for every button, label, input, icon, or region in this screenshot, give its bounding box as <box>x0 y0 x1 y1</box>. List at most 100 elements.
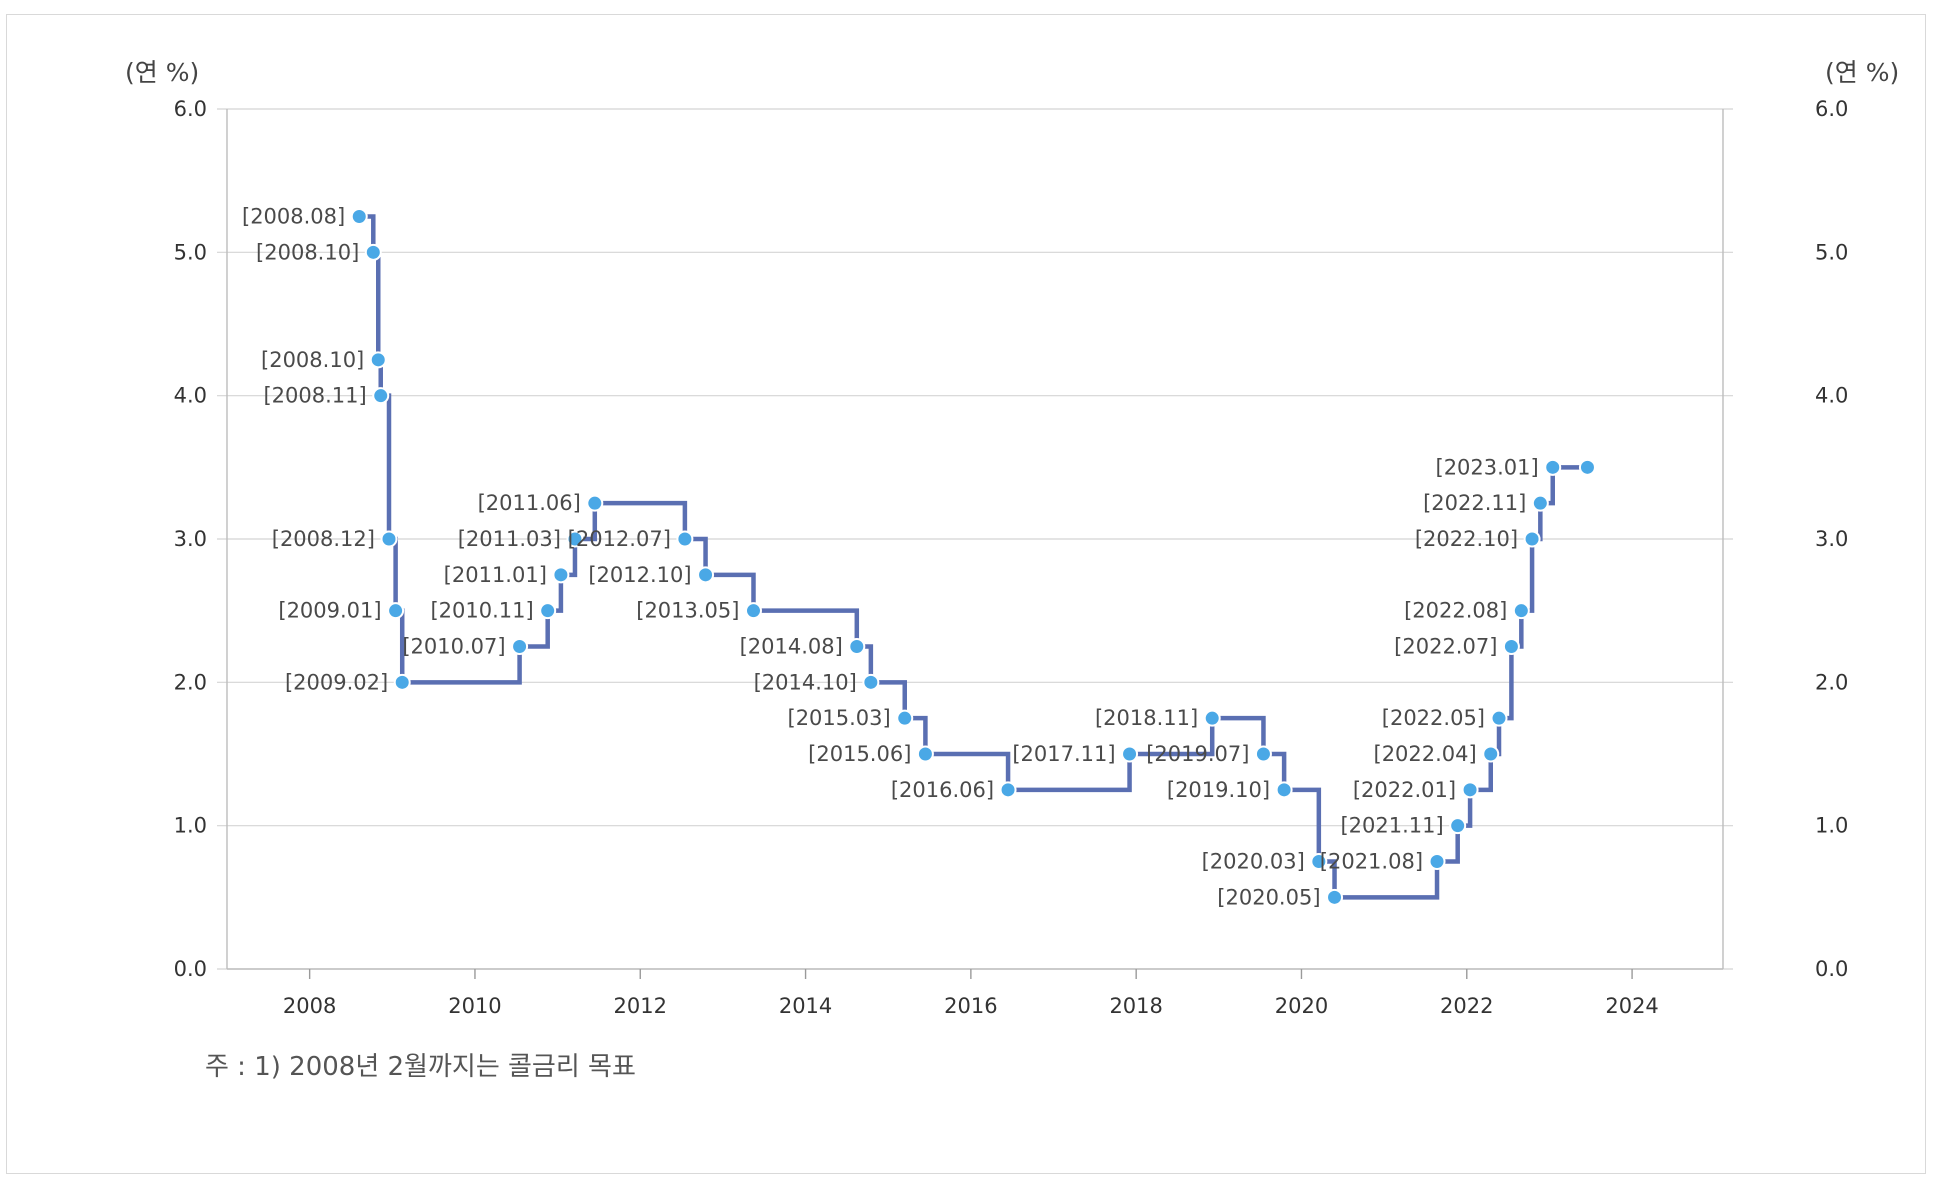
data-point-label: [2014.08] <box>740 635 843 659</box>
data-point-label: [2017.11] <box>1012 742 1115 766</box>
y-tick-label-left: 5.0 <box>174 240 207 264</box>
data-point-label: [2010.11] <box>430 599 533 623</box>
y-tick-label-left: 4.0 <box>174 384 207 408</box>
x-tick-label: 2008 <box>283 994 336 1018</box>
data-point-label: [2023.01] <box>1436 455 1539 479</box>
data-point-marker <box>387 602 405 620</box>
data-point-marker <box>916 745 934 763</box>
y-tick-label-left: 6.0 <box>174 97 207 121</box>
data-point-label: [2014.10] <box>754 670 857 694</box>
data-point-marker <box>1275 781 1293 799</box>
y-tick-label-right: 2.0 <box>1815 670 1848 694</box>
data-point-marker <box>862 673 880 691</box>
policy-rate-step-chart: 0.0 0.0 1.0 1.0 2.0 2.0 3.0 3.0 4.0 4.0 5.0 5.0 6.0 6… <box>125 58 1899 1082</box>
data-point-marker <box>1544 458 1562 476</box>
y-tick-label-left: 2.0 <box>174 670 207 694</box>
data-point-label: [2020.05] <box>1217 885 1320 909</box>
data-point-label: [2021.11] <box>1340 814 1443 838</box>
data-point-label: [2018.11] <box>1095 706 1198 730</box>
data-point-label: [2012.10] <box>588 563 691 587</box>
y-tick-label-right: 3.0 <box>1815 527 1848 551</box>
data-point-marker <box>586 494 604 512</box>
data-point-marker <box>380 530 398 548</box>
data-point-label: [2013.05] <box>636 599 739 623</box>
data-point-marker <box>350 208 368 225</box>
right-unit-label: (연 %) <box>1825 58 1899 87</box>
x-tick-label: 2010 <box>448 994 501 1018</box>
data-point-label: [2022.01] <box>1353 778 1456 802</box>
data-point-marker <box>848 638 866 655</box>
y-tick-label-left: 3.0 <box>174 527 207 551</box>
x-tick-label: 2022 <box>1440 994 1493 1018</box>
data-point-label: [2016.06] <box>891 778 994 802</box>
data-point-label: [2015.03] <box>788 706 891 730</box>
data-point-marker <box>1490 709 1508 727</box>
data-point-label: [2011.06] <box>478 491 581 515</box>
data-point-label: [2011.01] <box>444 563 547 587</box>
x-tick-label: 2016 <box>944 994 997 1018</box>
data-point-label: [2008.12] <box>272 527 375 551</box>
data-point-label: [2012.07] <box>568 527 671 551</box>
data-point-marker <box>744 602 762 620</box>
chart-frame: 0.0 0.0 1.0 1.0 2.0 2.0 3.0 3.0 4.0 4.0 5.0 5.0 6.0 6… <box>6 14 1926 1174</box>
data-point-label: [2019.10] <box>1167 778 1270 802</box>
axis-layer: 0.0 0.0 1.0 1.0 2.0 2.0 3.0 3.0 4.0 4.0 5.0 5.0 6.0 6… <box>174 97 1849 1018</box>
data-point-label: [2019.07] <box>1146 742 1249 766</box>
data-point-marker <box>1502 638 1520 655</box>
y-tick-label-right: 0.0 <box>1815 957 1848 981</box>
data-point-label: [2022.10] <box>1415 527 1518 551</box>
data-point-label: [2022.11] <box>1423 491 1526 515</box>
y-tick-label-right: 1.0 <box>1815 814 1848 838</box>
data-point-label: [2022.07] <box>1394 635 1497 659</box>
data-point-marker <box>393 673 411 691</box>
data-point-marker <box>552 566 570 584</box>
x-tick-label: 2018 <box>1109 994 1162 1018</box>
data-point-label: [2010.07] <box>402 635 505 659</box>
data-point-marker <box>539 602 557 620</box>
y-tick-label-left: 0.0 <box>174 957 207 981</box>
data-point-label: [2015.06] <box>808 742 911 766</box>
data-label-layer: [2008.08] [2008.10] [2008.10] [2008.11] [200… <box>242 205 1539 910</box>
data-point-marker <box>369 351 387 369</box>
policy-rate-step-line <box>359 214 1588 900</box>
data-point-marker <box>1531 494 1549 512</box>
data-point-marker <box>566 530 584 548</box>
data-point-label: [2020.03] <box>1202 850 1305 874</box>
data-point-label: [2011.03] <box>458 527 561 551</box>
data-point-marker <box>697 566 715 584</box>
data-point-label: [2008.11] <box>263 384 366 408</box>
data-point-marker <box>1578 458 1596 476</box>
x-tick-label: 2024 <box>1605 994 1658 1018</box>
data-point-marker <box>1449 817 1467 835</box>
data-point-label: [2008.10] <box>261 348 364 372</box>
y-tick-label-left: 1.0 <box>174 814 207 838</box>
data-point-label: [2022.05] <box>1382 706 1485 730</box>
data-point-marker <box>1326 888 1344 906</box>
data-point-marker <box>1121 745 1139 763</box>
y-tick-label-right: 5.0 <box>1815 240 1848 264</box>
data-point-label: [2021.08] <box>1320 850 1423 874</box>
data-point-label: [2022.08] <box>1404 599 1507 623</box>
x-tick-label: 2014 <box>779 994 832 1018</box>
data-point-label: [2022.04] <box>1374 742 1477 766</box>
data-point-marker <box>1461 781 1479 799</box>
data-point-marker <box>1512 602 1530 620</box>
data-point-marker <box>1428 853 1446 870</box>
data-point-label: [2009.01] <box>278 599 381 623</box>
x-tick-label: 2020 <box>1275 994 1328 1018</box>
data-point-marker <box>511 638 529 655</box>
data-point-marker <box>676 530 694 548</box>
data-point-marker <box>1310 853 1328 870</box>
data-point-marker <box>364 243 382 261</box>
series-layer <box>350 208 1596 906</box>
data-point-marker <box>1523 530 1541 548</box>
y-tick-label-right: 4.0 <box>1815 384 1848 408</box>
data-point-label: [2008.10] <box>256 240 359 264</box>
data-point-label: [2008.08] <box>242 205 345 229</box>
data-point-label: [2009.02] <box>285 670 388 694</box>
data-point-marker <box>1254 745 1272 763</box>
data-point-marker <box>372 387 390 405</box>
chart-note: 주 : 1) 2008년 2월까지는 콜금리 목표 <box>205 1052 636 1082</box>
data-point-marker <box>1203 709 1221 727</box>
y-tick-label-right: 6.0 <box>1815 97 1848 121</box>
